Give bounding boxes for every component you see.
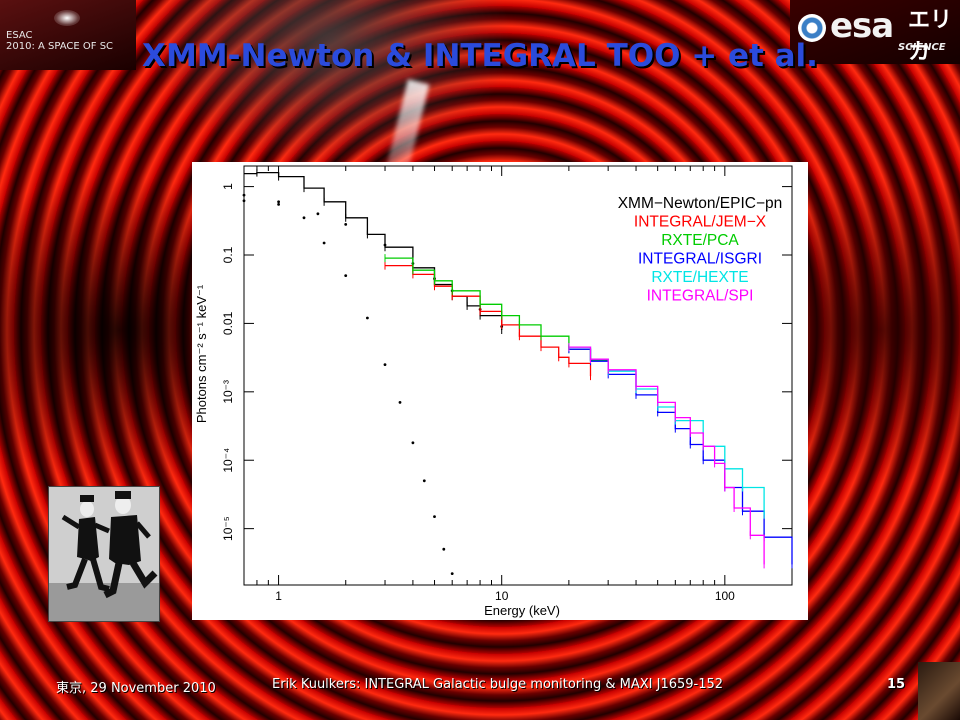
axis-ticks: 1 10 100 1 0.1 0.01 10⁻³ 10⁻⁴ 10⁻⁵ (221, 166, 792, 603)
esa-logo-word: esa (830, 6, 894, 46)
series-line-5 (568, 348, 793, 565)
legend-entry: INTEGRAL/ISGRI (638, 251, 762, 268)
legend-entry: RXTE/PCA (661, 232, 739, 249)
slide-number: 15 (887, 677, 906, 692)
y-tick-label: 10⁻³ (221, 380, 235, 404)
series-point (242, 193, 246, 197)
chart-legend: XMM−Newton/EPIC−pn INTEGRAL/JEM−XRXTE/PCA… (618, 195, 783, 305)
y-tick-label: 0.1 (221, 246, 235, 263)
footer-location-date: 東京, 29 November 2010 (56, 681, 216, 696)
legend-entry: INTEGRAL/SPI (647, 288, 754, 305)
series-point (322, 241, 326, 245)
y-axis-label: Photons cm⁻² s⁻¹ keV⁻¹ (194, 284, 209, 423)
comedians-photo (48, 486, 160, 622)
footer-talk-title: Erik Kuulkers: INTEGRAL Galactic bulge m… (272, 677, 724, 692)
series-line-0 (244, 171, 503, 330)
series-point (383, 363, 387, 366)
esac-logo: ESAC 2010: A SPACE OF SC (0, 0, 136, 70)
spectrum-chart: 1 10 100 1 0.1 0.01 10⁻³ 10⁻⁴ 10⁻⁵ XMM−Newton/EP… (192, 162, 808, 620)
y-tick-label: 0.01 (221, 311, 235, 335)
series-point (277, 203, 280, 206)
esa-logo-science: SCIENCE (898, 42, 946, 53)
spectrum-chart-svg: 1 10 100 1 0.1 0.01 10⁻³ 10⁻⁴ 10⁻⁵ XMM−Newton/EP… (194, 165, 793, 618)
series-point (450, 572, 454, 575)
x-tick-label: 10 (495, 589, 509, 603)
series-point (344, 274, 348, 277)
legend-entry: RXTE/HEXTE (651, 269, 748, 286)
series-line-7 (568, 346, 765, 565)
esac-logo-line-2: 2010: A SPACE OF SC (6, 41, 114, 52)
series-point (411, 441, 415, 445)
series-point (242, 199, 246, 203)
esa-logo: esa SCIENCE エリカ (790, 0, 960, 65)
series-point (344, 223, 348, 226)
series-point (277, 200, 280, 204)
series-point (366, 316, 369, 320)
series-line-3 (385, 264, 592, 377)
series-point (302, 216, 306, 220)
series-point (422, 479, 426, 483)
esac-logo-glow (54, 10, 80, 26)
series-point (398, 401, 402, 404)
x-axis-label: Energy (keV) (484, 603, 560, 618)
esac-logo-text: ESAC 2010: A SPACE OF SC (6, 30, 113, 52)
legend-entry: XMM−Newton/EPIC−pn (618, 195, 783, 212)
series-point (316, 212, 320, 216)
legend-entry: INTEGRAL/JEM−X (634, 214, 767, 231)
esac-logo-line-1: ESAC (6, 30, 33, 41)
y-tick-label: 1 (221, 183, 235, 190)
y-tick-label: 10⁻⁴ (221, 448, 235, 473)
series-point (383, 243, 387, 247)
x-tick-label: 1 (275, 589, 282, 603)
series-line-6 (568, 346, 765, 515)
comedians-photo-drawing (49, 487, 159, 621)
plot-frame (243, 165, 793, 586)
x-tick-label: 100 (715, 589, 735, 603)
series-point (442, 547, 446, 551)
esa-logo-icon (798, 14, 826, 42)
y-tick-label: 10⁻⁵ (221, 516, 235, 541)
slide-title: XMM-Newton & INTEGRAL TOO + et al. (142, 38, 818, 74)
corner-artwork (918, 662, 960, 720)
series-point (433, 515, 436, 518)
plot-marks (242, 165, 793, 586)
erika-logo-text: エリカ (908, 8, 953, 65)
